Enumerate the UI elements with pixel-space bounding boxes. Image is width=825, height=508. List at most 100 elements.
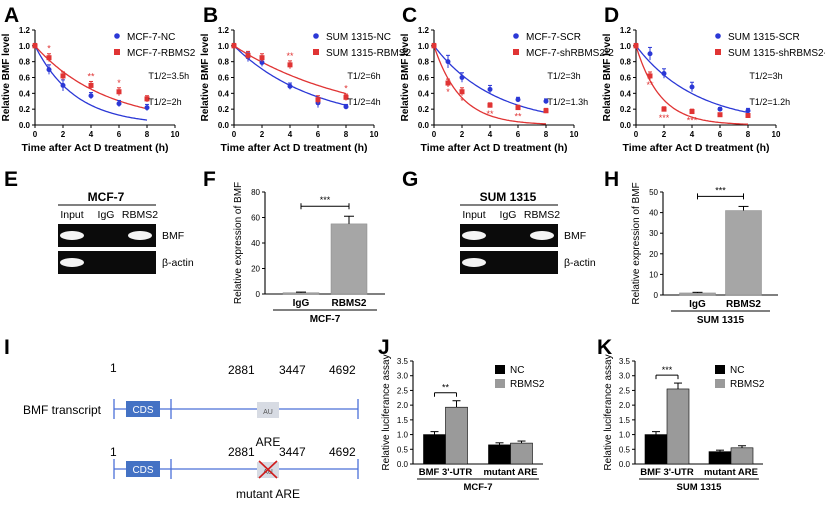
significance-mark: ** [486,109,494,119]
gel-title: SUM 1315 [480,190,537,204]
gel-band [60,258,84,267]
bar [725,210,762,296]
x-axis-label: Time after Act D treatment (h) [21,142,168,154]
panel-letter-f: F [203,168,216,191]
data-point [647,73,653,79]
data-point [515,97,521,103]
y-axis-label: Relative BMF level [602,33,613,121]
x-tick-label: 2 [460,130,465,139]
legend-swatch [715,379,725,388]
y-tick-label: 20 [251,265,260,274]
gel-title: MCF-7 [88,190,125,204]
legend-marker [114,33,120,39]
x-tick-label: 0 [634,130,639,139]
significance-mark: ** [286,51,294,61]
data-point [543,98,549,104]
x-tick-label: 4 [89,130,94,139]
y-tick-label: 1.2 [620,26,632,35]
panel-letter-d: D [604,4,619,27]
y-tick-label: 0.2 [218,105,230,114]
bar-rbms2 [445,406,468,465]
y-tick-label: 1.2 [19,26,31,35]
fit-curve-blue [433,45,547,114]
category-label: RBMS2 [331,298,366,309]
data-point [445,80,451,86]
bar [330,223,368,295]
category-label: RBMS2 [726,299,761,310]
y-tick-label: 0.0 [218,121,230,130]
group-label: MCF-7 [463,482,492,493]
mutant-au-label: AU [263,469,273,476]
x-tick-label: 8 [544,130,549,139]
gel-band [530,231,554,240]
data-point [745,113,751,118]
mutant-position-2881: 2881 [228,445,255,459]
legend-label: MCF-7-NC [127,32,175,43]
y-tick-label: 0.2 [620,105,632,114]
significance-mark: ** [87,71,95,81]
data-point [745,108,751,114]
category-label: BMF 3'-UTR [419,467,473,478]
category-label: mutant ARE [704,467,758,478]
y-tick-label: 0.5 [397,445,409,454]
panel-letter-b: B [203,4,218,27]
gel-panel-g: SUM 1315 Input IgG RBMS2 BMF β-actin [460,190,596,274]
halflife-annotation: T1/2=1.2h [749,97,790,107]
y-tick-label: 1.0 [619,431,631,440]
significance-mark: * [460,96,464,106]
panel-letter-k: K [597,336,612,359]
halflife-annotation: T1/2=3h [749,71,782,81]
y-tick-label: 1.0 [418,42,430,51]
x-tick-label: 6 [117,130,122,139]
data-point [287,62,293,68]
x-tick-label: 2 [260,130,265,139]
legend-label: SUM 1315-NC [326,32,391,43]
y-axis-label: Relative expression of BMF [631,182,642,304]
y-axis-label: Relative BMF level [400,33,411,121]
x-tick-label: 10 [171,130,180,139]
significance-mark: *** [715,185,726,195]
legend-swatch [495,379,505,388]
data-point [287,83,293,89]
legend-marker [114,49,120,55]
x-tick-label: 0 [33,130,38,139]
x-axis-label: Time after Act D treatment (h) [622,142,769,154]
y-tick-label: 0.6 [218,74,230,83]
halflife-annotation: T1/2=4h [347,97,380,107]
y-tick-label: 0 [256,290,261,299]
data-point [633,43,639,49]
halflife-annotation: T1/2=1.3h [547,97,588,107]
are-label: ARE [256,435,281,449]
gel-lane-label: Input [60,209,83,221]
data-point [144,105,150,111]
gel-row [58,251,156,274]
y-tick-label: 0.8 [19,58,31,67]
x-tick-label: 0 [232,130,237,139]
gel-band [128,231,152,240]
halflife-annotation: T1/2=3h [547,71,580,81]
cds-label: CDS [132,405,153,416]
y-tick-label: 0.2 [418,105,430,114]
gel-band [60,231,84,240]
x-tick-label: 6 [718,130,723,139]
significance-mark: *** [659,113,670,123]
group-label: MCF-7 [310,314,341,325]
bar-nc [423,434,446,465]
data-point [661,106,667,112]
legend-label: RBMS2 [510,379,545,390]
panel-letter-a: A [4,4,19,27]
y-axis-label: Relative BMF level [1,33,12,121]
bmf-transcript-diagram: BMF transcript CDS AU 1 2881 3447 4692 A… [23,361,359,501]
data-point [315,97,321,103]
fit-curve-red [433,45,547,125]
position-1: 1 [110,361,117,375]
y-tick-label: 0.6 [620,74,632,83]
y-tick-label: 80 [251,188,260,197]
y-tick-label: 3.0 [619,372,631,381]
bar-rbms2 [510,442,533,465]
position-4692: 4692 [329,363,356,377]
y-tick-label: 3.5 [397,357,409,366]
halflife-annotation: T1/2=2h [148,97,181,107]
y-tick-label: 0.5 [619,445,631,454]
y-tick-label: 1.5 [619,416,631,425]
